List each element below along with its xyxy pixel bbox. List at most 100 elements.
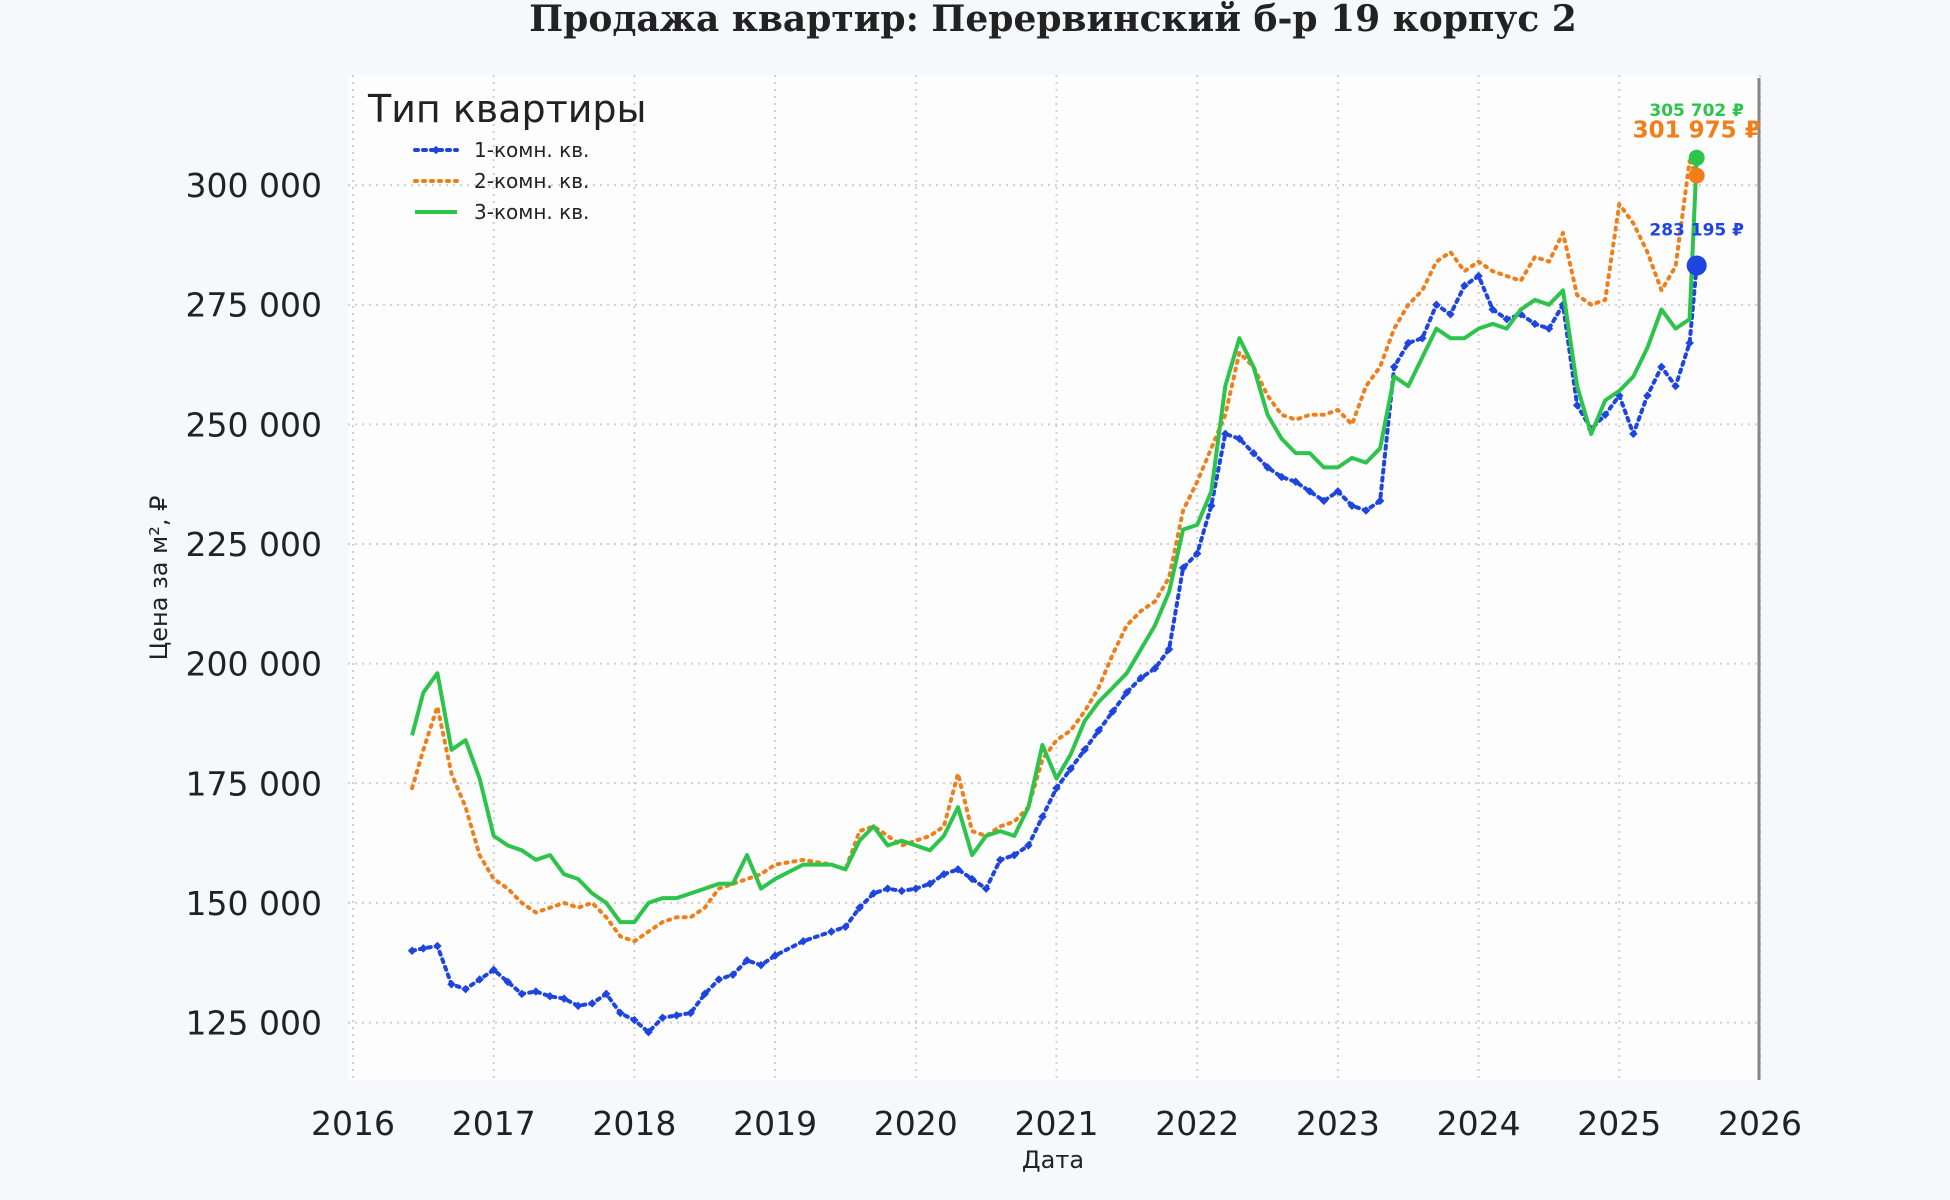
legend-label: 1-комн. кв.	[474, 138, 589, 162]
x-tick-label: 2017	[452, 1104, 536, 1143]
data-point	[742, 956, 752, 965]
data-point	[1066, 764, 1075, 774]
data-point	[911, 884, 921, 893]
data-point	[1530, 319, 1540, 329]
data-point	[658, 1013, 667, 1023]
data-point	[798, 936, 808, 946]
data-point	[1094, 726, 1103, 735]
data-point	[1038, 812, 1047, 822]
data-point	[1221, 429, 1230, 439]
x-tick-label: 2024	[1437, 1104, 1521, 1143]
data-point	[855, 903, 864, 912]
data-point	[1418, 333, 1427, 343]
data-point	[1572, 400, 1582, 410]
data-point	[700, 989, 709, 999]
legend-items: 1-комн. кв. 2-комн. кв. 3-комн. кв.	[413, 138, 589, 224]
data-point	[953, 865, 963, 874]
data-point	[1305, 487, 1315, 496]
y-tick-labels: 125 000 150 000 175 000 200 000 225 000 250 0…	[186, 166, 322, 1042]
x-axis-title: Дата	[1022, 1146, 1084, 1174]
x-tick-label: 2021	[1015, 1104, 1099, 1143]
data-point	[1207, 501, 1216, 510]
data-point	[869, 889, 878, 898]
y-tick-label: 275 000	[186, 286, 322, 325]
x-tick-label: 2025	[1577, 1104, 1661, 1143]
data-point	[545, 992, 555, 1001]
data-point	[1291, 477, 1300, 487]
data-point	[1488, 305, 1497, 314]
data-point	[1249, 448, 1258, 458]
data-point	[1347, 501, 1357, 510]
data-point	[644, 1027, 653, 1037]
x-tick-label: 2016	[311, 1104, 395, 1143]
x-tick-label: 2020	[874, 1104, 958, 1143]
data-point	[1657, 362, 1666, 372]
data-point	[1263, 463, 1272, 472]
data-point	[1460, 281, 1469, 290]
series-line-3	[410, 157, 1699, 925]
y-tick-label: 150 000	[186, 884, 322, 923]
data-point	[714, 975, 724, 984]
data-point	[756, 960, 766, 970]
data-point	[841, 922, 850, 932]
data-point	[573, 1001, 583, 1011]
data-point	[1150, 664, 1160, 673]
x-tick-label: 2023	[1296, 1104, 1380, 1143]
data-point	[686, 1008, 695, 1018]
legend-title: Тип квартиры	[367, 87, 647, 131]
data-point	[770, 951, 780, 960]
data-point	[1164, 645, 1174, 654]
x-tick-label: 2026	[1718, 1104, 1802, 1143]
chart-title: Продажа квартир: Перервинский б-р 19 кор…	[529, 0, 1577, 40]
data-point	[981, 884, 991, 893]
data-point	[602, 989, 611, 999]
data-point	[503, 977, 513, 987]
x-tick-label: 2018	[592, 1104, 676, 1143]
data-point	[939, 869, 949, 879]
data-point	[630, 1015, 639, 1025]
data-point	[897, 886, 906, 896]
data-point	[995, 855, 1005, 865]
data-point	[1235, 434, 1244, 443]
data-point	[672, 1011, 681, 1020]
series-line-2	[410, 159, 1699, 944]
last-value-label: 305 702 ₽	[1649, 101, 1744, 121]
y-tick-label: 300 000	[186, 166, 322, 205]
legend-marker	[431, 145, 441, 155]
data-point	[1643, 391, 1652, 400]
y-tick-label: 200 000	[186, 645, 322, 684]
data-point	[433, 941, 442, 951]
y-tick-label: 175 000	[186, 764, 322, 803]
x-tick-label: 2019	[733, 1104, 817, 1143]
data-point	[517, 989, 527, 999]
data-point	[1277, 472, 1286, 482]
data-point	[1178, 563, 1188, 573]
data-point	[531, 987, 541, 996]
data-point	[967, 874, 977, 884]
x-tick-labels: 2016 2017 2018 2019 2020 2021 2022 2023 2024 2025…	[311, 1104, 1802, 1143]
data-point	[407, 946, 417, 956]
data-point	[1108, 707, 1118, 716]
data-point	[1544, 324, 1554, 333]
data-point	[827, 927, 836, 936]
data-point	[1010, 850, 1019, 860]
data-point	[1629, 429, 1638, 439]
data-point	[1136, 673, 1146, 683]
data-point	[1432, 300, 1441, 309]
data-point	[883, 884, 892, 893]
series-group	[407, 157, 1701, 1037]
data-point	[461, 984, 470, 994]
x-tick-label: 2022	[1155, 1104, 1239, 1143]
data-point	[1122, 688, 1132, 697]
data-point	[1080, 745, 1089, 755]
last-value-marker	[1688, 167, 1705, 184]
data-point	[419, 944, 428, 953]
data-point	[1052, 783, 1061, 793]
data-point	[1319, 496, 1329, 506]
data-point	[1685, 338, 1694, 348]
data-point	[587, 999, 597, 1008]
last-values-group: 305 702 ₽301 975 ₽ 283 195 ₽	[1633, 101, 1761, 276]
legend-label: 3-комн. кв.	[474, 200, 589, 224]
last-value-label: 301 975 ₽	[1633, 118, 1761, 144]
